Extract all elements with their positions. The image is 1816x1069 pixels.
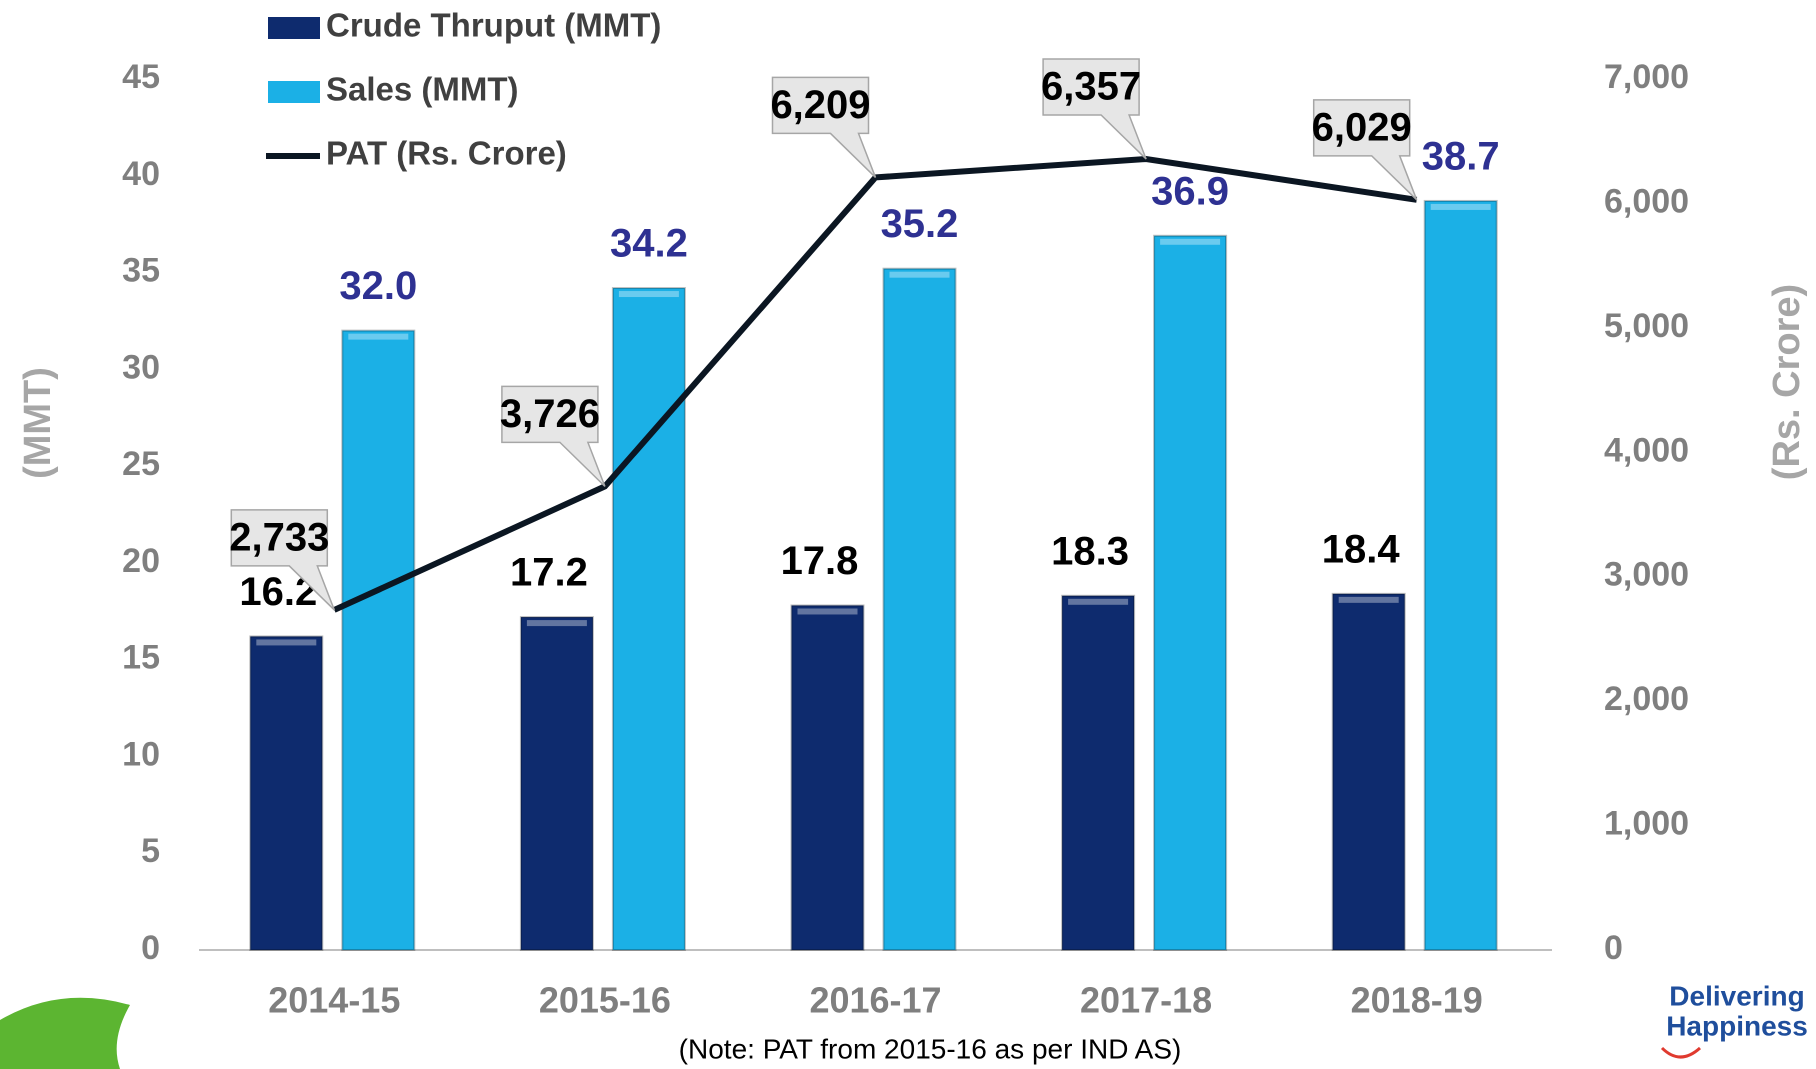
bar-cap xyxy=(1339,597,1399,603)
bar-cap xyxy=(348,334,408,340)
x-tick-label: 2016-17 xyxy=(809,980,941,1021)
y2-tick-label: 7,000 xyxy=(1604,58,1689,96)
chart: (MMT) (Rs. Crore) (Note: PAT from 2015-1… xyxy=(0,0,1816,1069)
legend-label: Crude Thruput (MMT) xyxy=(326,7,661,44)
y2-tick-label: 0 xyxy=(1604,929,1623,967)
y-tick-label: 40 xyxy=(122,155,160,193)
y-tick-label: 25 xyxy=(122,445,160,483)
y2-tick-label: 2,000 xyxy=(1604,680,1689,718)
data-label: 18.3 xyxy=(1051,529,1129,573)
legend-marker xyxy=(268,81,320,103)
x-tick-label: 2015-16 xyxy=(539,980,671,1021)
bar-cap xyxy=(256,639,316,645)
bar-cap xyxy=(798,608,858,614)
logo-text: Delivering xyxy=(1669,980,1804,1011)
data-label: 35.2 xyxy=(881,202,959,246)
bar xyxy=(1154,236,1226,950)
bar-cap xyxy=(1431,204,1491,210)
data-label: 34.2 xyxy=(610,222,688,266)
note: (Note: PAT from 2015-16 as per IND AS) xyxy=(679,1033,1182,1064)
data-label: 18.4 xyxy=(1322,527,1401,571)
y2-tick-label: 6,000 xyxy=(1604,182,1689,220)
data-label: 17.8 xyxy=(781,539,859,583)
logo-smile xyxy=(1662,1048,1700,1057)
legend-label: Sales (MMT) xyxy=(326,71,519,108)
bar xyxy=(1425,201,1497,950)
x-tick-label: 2014-15 xyxy=(268,980,400,1021)
y-tick-label: 45 xyxy=(122,58,160,96)
bar xyxy=(884,269,956,950)
x-tick-label: 2017-18 xyxy=(1080,980,1212,1021)
data-label: 6,357 xyxy=(1041,65,1141,109)
data-label: 2,733 xyxy=(229,515,329,559)
data-label: 36.9 xyxy=(1151,169,1229,213)
data-label: 6,029 xyxy=(1312,105,1412,149)
y-tick-label: 0 xyxy=(141,929,160,967)
data-label: 38.7 xyxy=(1422,135,1500,179)
bar-cap xyxy=(527,620,587,626)
bar-cap xyxy=(1068,599,1128,605)
line xyxy=(334,159,1416,610)
bar-cap xyxy=(1160,239,1220,245)
y2-tick-label: 4,000 xyxy=(1604,431,1689,469)
legend-marker xyxy=(268,17,320,39)
y-tick-label: 30 xyxy=(122,348,160,386)
logo-text: Happiness xyxy=(1666,1010,1808,1041)
data-label: 17.2 xyxy=(510,551,588,595)
bar-cap xyxy=(619,291,679,297)
y-tick-label: 10 xyxy=(122,735,160,773)
y2-axis-label: (Rs. Crore) xyxy=(1766,284,1808,480)
data-label: 3,726 xyxy=(500,392,600,436)
bar xyxy=(342,331,414,950)
y2-tick-label: 1,000 xyxy=(1604,805,1689,843)
bar xyxy=(250,636,322,950)
bar xyxy=(792,605,864,950)
legend-label: PAT (Rs. Crore) xyxy=(326,135,567,172)
decor-swoosh xyxy=(0,998,130,1069)
bar xyxy=(1333,594,1405,950)
data-label: 32.0 xyxy=(339,264,417,308)
y-axis-label: (MMT) xyxy=(17,367,59,479)
bar-cap xyxy=(890,272,950,278)
bar xyxy=(613,288,685,950)
y-tick-label: 20 xyxy=(122,542,160,580)
data-label: 6,209 xyxy=(770,83,870,127)
y-tick-label: 5 xyxy=(141,832,160,870)
y2-tick-label: 3,000 xyxy=(1604,556,1689,594)
y2-tick-label: 5,000 xyxy=(1604,307,1689,345)
y-tick-label: 15 xyxy=(122,639,160,677)
bar xyxy=(521,617,593,950)
y-tick-label: 35 xyxy=(122,252,160,290)
bar xyxy=(1062,596,1134,950)
x-tick-label: 2018-19 xyxy=(1351,980,1483,1021)
